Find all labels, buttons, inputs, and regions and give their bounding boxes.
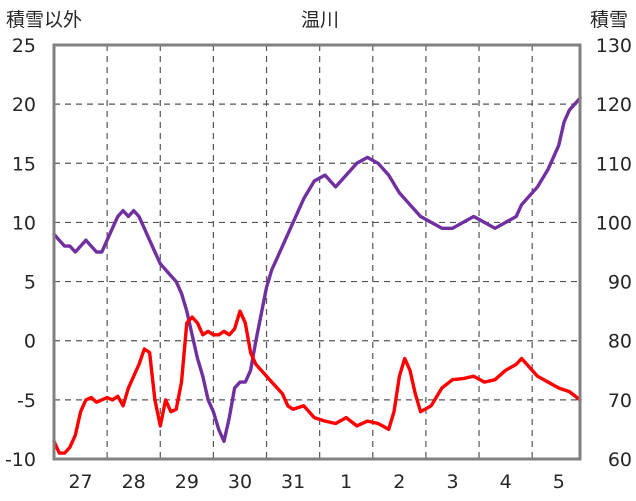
right-axis: 130 120 110 100 90 80 70 60 [596,35,632,471]
left-tick-label: -10 [5,449,36,471]
right-tick-label: 60 [608,449,632,471]
right-tick-label: 110 [596,153,632,175]
series-other-line [52,309,582,455]
left-tick-label: 25 [12,35,36,57]
x-tick-label: 4 [500,471,512,493]
right-tick-label: 80 [608,331,632,353]
x-tick-label: 5 [553,471,565,493]
right-tick-label: 130 [596,35,632,57]
chart-title: 温川 [301,9,339,31]
right-tick-label: 70 [608,390,632,412]
plot-frame [52,43,582,461]
left-tick-label: 15 [12,153,36,175]
x-tick-label: 30 [228,471,252,493]
series-layer [52,96,582,455]
left-tick-label: 0 [24,331,36,353]
x-tick-label: 3 [446,471,458,493]
x-tick-label: 31 [281,471,305,493]
right-tick-label: 100 [596,212,632,234]
x-tick-label: 28 [122,471,146,493]
left-tick-label: -5 [17,390,36,412]
left-tick-label: 10 [12,212,36,234]
right-axis-title: 積雪 [590,9,628,31]
x-axis: 27 28 29 30 31 1 2 3 4 5 [68,471,564,493]
series-snow-depth-line [52,96,582,443]
x-tick-label: 29 [175,471,199,493]
left-axis-title: 積雪以外 [6,9,82,31]
grid [54,45,580,459]
left-tick-label: 5 [24,272,36,294]
x-tick-label: 2 [393,471,405,493]
right-tick-label: 120 [596,94,632,116]
left-axis: 25 20 15 10 5 0 -5 -10 [5,35,36,471]
left-tick-label: 20 [12,94,36,116]
right-tick-label: 90 [608,272,632,294]
x-tick-label: 27 [68,471,92,493]
x-tick-label: 1 [340,471,352,493]
